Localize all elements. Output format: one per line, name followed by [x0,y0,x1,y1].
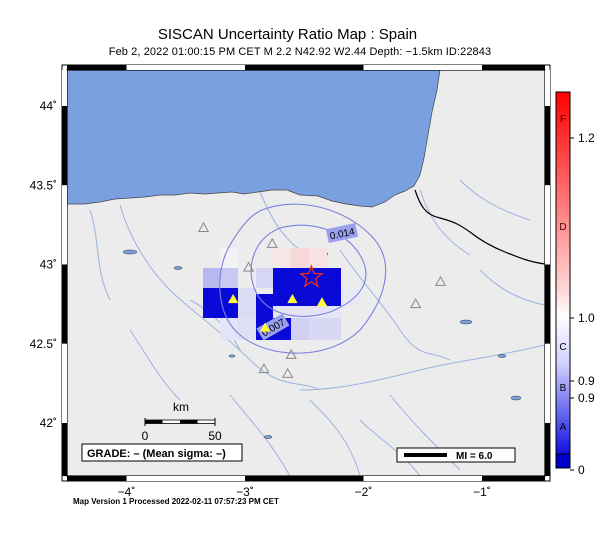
station-triangle-yellow [316,297,328,307]
y-tick-label: 44˚ [40,99,57,113]
x-tick-label: −4˚ [118,485,136,499]
grade-box: GRADE: – (Mean sigma: –) [81,443,243,462]
gray-stations [197,222,447,378]
map-title: SISCAN Uncertainty Ratio Map : Spain [157,26,418,43]
y-tick-label: 42˚ [40,416,57,430]
scale-bar: km 0 50 [142,400,222,443]
national-border [414,189,545,265]
mi-text: MI = 6.0 [456,451,493,462]
station-triangle-gray [410,298,422,309]
station-triangle-gray [197,222,210,233]
scale-label-50: 50 [208,429,222,443]
x-tick-label: −3˚ [236,485,254,499]
rivers [89,179,545,476]
mi-legend: MI = 6.0 [396,447,516,463]
grade-text: GRADE: – (Mean sigma: –) [87,448,226,460]
map-footer: Map Version 1 Processed 2022-02-11 07:57… [73,497,279,506]
scale-value-4: 0.9 [578,391,595,405]
sea-area [67,70,441,208]
map-subtitle: Feb 2, 2022 01:00:15 PM CET M 2.2 N42.92… [108,46,492,58]
station-triangle-gray [285,348,297,359]
contour-0014 [219,203,387,354]
grade-letter-c: C [559,342,566,353]
y-tick-label: 43˚ [40,258,57,272]
x-tick-label: −1˚ [473,485,491,499]
star-icon [298,264,324,288]
axis-ticks: −4˚ −3˚ −2˚ −1˚ 44˚ 43.5˚ 43˚ 42.5˚ 42˚ [30,99,491,499]
grade-letter-f: F [560,114,566,125]
scale-value-3: 0.9 [578,374,595,388]
scale-value-5: 0 [578,463,585,477]
scale-unit: km [173,400,189,414]
grade-letter-b: B [560,383,567,394]
grade-letter-d: D [559,222,566,233]
svg-text:0.014: 0.014 [329,226,356,242]
y-tick-label: 42.5˚ [30,337,57,351]
station-triangle-gray [258,363,270,374]
station-triangle-gray [266,237,278,248]
x-tick-label: −2˚ [355,485,373,499]
station-triangle-gray [282,367,294,378]
station-triangle-yellow [227,293,239,304]
scale-value-2: 1.0 [578,311,595,325]
station-triangle-gray [242,261,255,272]
contour-label-0014: 0.014 [325,223,359,243]
station-triangle-yellow [287,293,298,304]
scale-label-0: 0 [142,429,149,443]
color-scale: F D C B A 1.2 1.0 0.9 0.9 0 [555,91,595,477]
station-triangle-yellow [259,322,271,332]
scale-value-1: 1.2 [578,131,595,145]
station-triangle-gray [434,275,447,286]
frame-band [61,64,551,482]
y-tick-label: 43.5˚ [30,178,57,192]
grade-letter-a: A [560,422,567,433]
yellow-stations [227,293,328,332]
